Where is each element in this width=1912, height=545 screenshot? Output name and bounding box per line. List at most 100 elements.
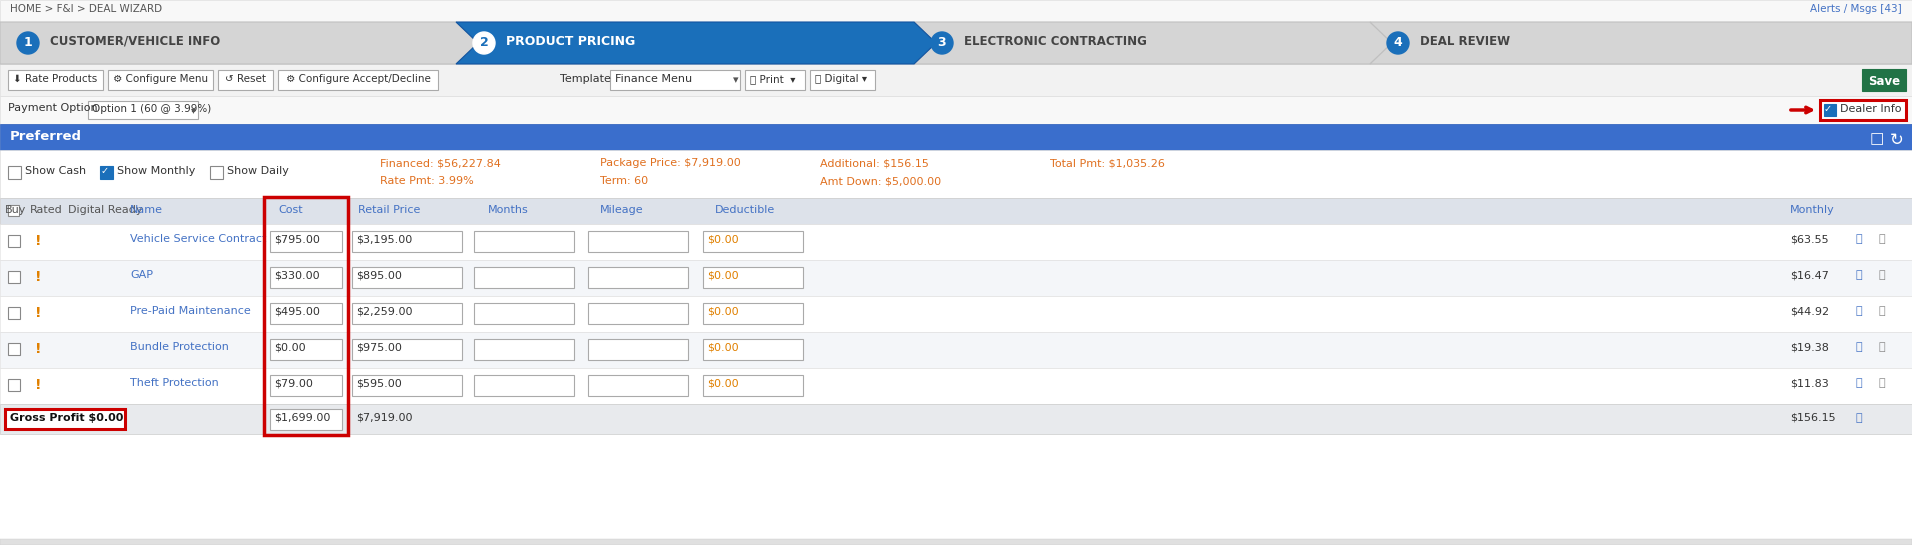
Bar — [8, 307, 19, 319]
Text: Additional: $156.15: Additional: $156.15 — [820, 158, 929, 168]
Circle shape — [17, 32, 38, 54]
Text: $0.00: $0.00 — [273, 342, 306, 352]
Bar — [0, 22, 1912, 64]
Text: ELECTRONIC CONTRACTING: ELECTRONIC CONTRACTING — [964, 35, 1147, 48]
Bar — [0, 296, 1912, 332]
Bar — [0, 224, 1912, 260]
Text: $11.83: $11.83 — [1790, 378, 1828, 388]
Circle shape — [931, 32, 952, 54]
Text: Rated: Rated — [31, 205, 63, 215]
Text: Amt Down: $5,000.00: Amt Down: $5,000.00 — [820, 176, 941, 186]
Text: ⧉: ⧉ — [1857, 378, 1862, 388]
Bar — [352, 339, 463, 360]
Bar — [0, 260, 1912, 296]
Text: CUSTOMER/VEHICLE INFO: CUSTOMER/VEHICLE INFO — [50, 35, 220, 48]
Bar — [589, 267, 688, 288]
Text: $16.47: $16.47 — [1790, 270, 1830, 280]
Text: $44.92: $44.92 — [1790, 306, 1830, 316]
Text: 3: 3 — [937, 37, 946, 50]
Text: !: ! — [34, 342, 42, 356]
Text: ⚙ Configure Accept/Decline: ⚙ Configure Accept/Decline — [285, 74, 430, 84]
Bar — [270, 339, 342, 360]
Text: Rate Pmt: 3.99%: Rate Pmt: 3.99% — [380, 176, 474, 186]
Bar — [474, 339, 574, 360]
Text: ⚙ Configure Menu: ⚙ Configure Menu — [113, 74, 208, 84]
Text: 2: 2 — [480, 37, 488, 50]
Text: Months: Months — [488, 205, 530, 215]
Bar — [270, 231, 342, 252]
Bar — [352, 303, 463, 324]
Bar — [107, 70, 212, 90]
Text: !: ! — [34, 378, 42, 392]
Bar — [270, 409, 342, 430]
Text: 🗑: 🗑 — [1879, 378, 1885, 388]
Text: !: ! — [34, 306, 42, 320]
Text: 4: 4 — [1394, 37, 1401, 50]
Text: Theft Protection: Theft Protection — [130, 378, 218, 388]
Bar — [1820, 100, 1906, 120]
Text: $0.00: $0.00 — [707, 378, 738, 388]
Text: $0.00: $0.00 — [707, 306, 738, 316]
Text: Gross Profit $0.00: Gross Profit $0.00 — [10, 413, 124, 423]
Text: 🖨 Print  ▾: 🖨 Print ▾ — [750, 74, 795, 84]
Text: ▾: ▾ — [732, 75, 738, 85]
Text: $63.55: $63.55 — [1790, 234, 1828, 244]
Bar — [8, 379, 19, 391]
Bar — [270, 375, 342, 396]
Bar — [8, 166, 21, 179]
Bar — [0, 198, 1912, 224]
Text: Financed: $56,227.84: Financed: $56,227.84 — [380, 158, 501, 168]
Bar — [704, 267, 803, 288]
Text: 🗑: 🗑 — [1879, 342, 1885, 352]
Bar — [704, 339, 803, 360]
Text: $0.00: $0.00 — [707, 342, 738, 352]
Text: HOME > F&I > DEAL WIZARD: HOME > F&I > DEAL WIZARD — [10, 4, 163, 14]
Text: 🗑: 🗑 — [1879, 306, 1885, 316]
Bar — [0, 124, 1912, 150]
Text: ↺ Reset: ↺ Reset — [226, 74, 266, 84]
Text: Show Cash: Show Cash — [25, 166, 86, 176]
Text: Finance Menu: Finance Menu — [616, 74, 692, 84]
Text: $79.00: $79.00 — [273, 378, 314, 388]
Bar — [704, 231, 803, 252]
Bar — [8, 205, 19, 216]
Text: Template: Template — [560, 74, 610, 84]
Bar — [99, 166, 113, 179]
Bar — [0, 0, 1912, 22]
Text: ⧉: ⧉ — [1857, 270, 1862, 280]
Text: 🗑: 🗑 — [1879, 270, 1885, 280]
Bar — [352, 267, 463, 288]
Text: □: □ — [1870, 131, 1885, 146]
Text: ⬇ Rate Products: ⬇ Rate Products — [13, 74, 98, 84]
Bar — [1824, 104, 1836, 116]
Text: $1,699.00: $1,699.00 — [273, 413, 331, 423]
Bar — [6, 409, 124, 429]
Bar — [589, 231, 688, 252]
Bar — [88, 101, 199, 119]
Text: Option 1 (60 @ 3.99%): Option 1 (60 @ 3.99%) — [92, 104, 210, 114]
Bar — [352, 231, 463, 252]
Text: Deductible: Deductible — [715, 205, 774, 215]
Text: $0.00: $0.00 — [707, 270, 738, 280]
Text: Digital Ready: Digital Ready — [69, 205, 143, 215]
Text: ⧉: ⧉ — [1857, 306, 1862, 316]
Bar — [218, 70, 273, 90]
Text: $495.00: $495.00 — [273, 306, 319, 316]
Text: Name: Name — [130, 205, 163, 215]
Bar — [589, 339, 688, 360]
Text: Monthly: Monthly — [1790, 205, 1836, 215]
Text: ✓: ✓ — [1824, 104, 1832, 114]
Bar — [270, 267, 342, 288]
Bar — [210, 166, 224, 179]
Text: ↻: ↻ — [1889, 131, 1904, 149]
Polygon shape — [0, 22, 478, 64]
Bar — [8, 343, 19, 355]
Text: $3,195.00: $3,195.00 — [356, 234, 413, 244]
Polygon shape — [455, 22, 937, 64]
Text: $595.00: $595.00 — [356, 378, 402, 388]
Circle shape — [1386, 32, 1409, 54]
Bar — [746, 70, 805, 90]
Text: Vehicle Service Contract: Vehicle Service Contract — [130, 234, 266, 244]
Bar — [0, 150, 1912, 198]
Bar — [8, 271, 19, 283]
